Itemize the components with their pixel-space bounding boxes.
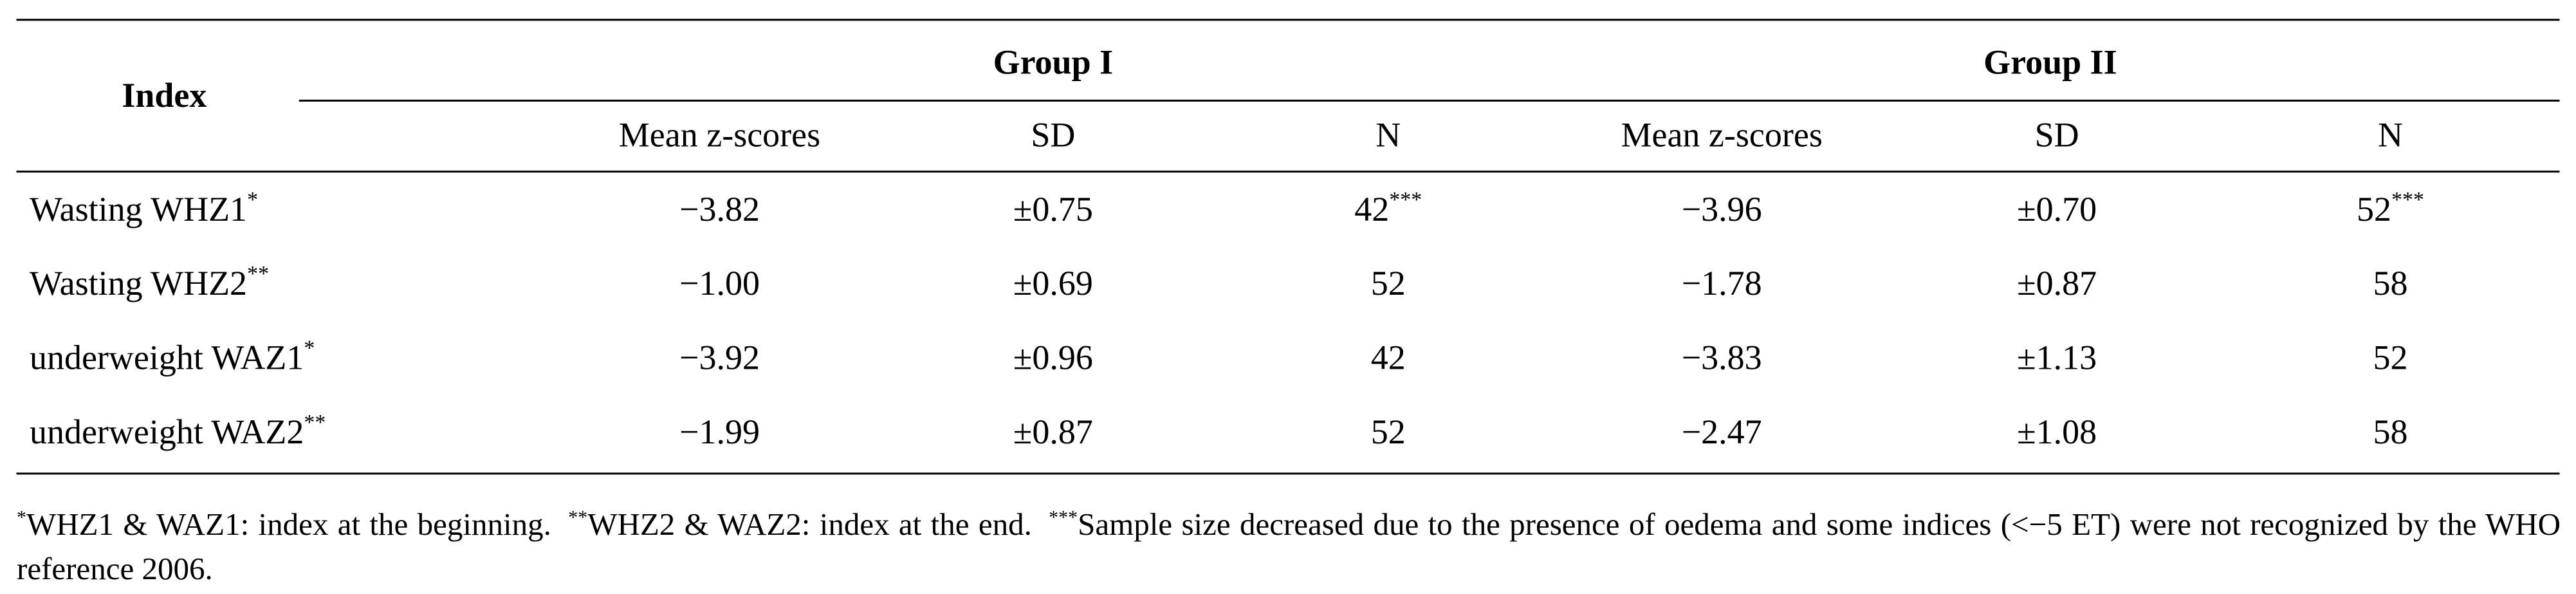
cell: ±0.87 (2017, 265, 2097, 303)
cell: 42 (1371, 339, 1406, 377)
cell-text: Group II (1983, 43, 2117, 82)
footnote-part: ***Sample size decreased due to the pres… (17, 506, 2561, 586)
cell: −3.83 (1682, 339, 1762, 377)
cell-text: ±0.69 (1013, 265, 1093, 303)
footnote-text: WHZ1 & WAZ1: index at the beginning. (26, 506, 551, 542)
cell-text: ±0.70 (2017, 190, 2097, 228)
superscript: *** (2391, 188, 2424, 212)
cell: 52 (1371, 265, 1406, 303)
row-label: Wasting WHZ1* (30, 188, 258, 229)
cell-text: 42 (1354, 190, 1389, 228)
cell-text: Wasting WHZ1 (30, 190, 247, 228)
cell: −3.92 (679, 339, 760, 377)
cell-text: Index (122, 76, 207, 115)
cell: −1.78 (1682, 265, 1762, 303)
footnote-part: **WHZ2 & WAZ2: index at the end. (568, 506, 1032, 542)
cell: ±1.08 (2017, 413, 2097, 451)
cell-text: −1.00 (679, 265, 760, 303)
cell-text: 52 (1371, 413, 1406, 451)
row-label: Wasting WHZ2** (30, 262, 269, 303)
header-index: Index (122, 76, 207, 115)
cell: ±0.75 (1013, 190, 1093, 228)
group-header: Group II (1983, 43, 2117, 82)
cell: ±1.13 (2017, 339, 2097, 377)
cell-text: ±0.96 (1013, 339, 1093, 377)
cell-text: 52 (2357, 190, 2391, 228)
superscript: ** (568, 506, 588, 528)
cell: 58 (2373, 265, 2407, 303)
cell-text: 58 (2373, 413, 2407, 451)
cell-text: underweight WAZ2 (30, 413, 304, 451)
cell-text: SD (2035, 116, 2079, 154)
cell-text: 52 (2373, 339, 2407, 377)
column-header: Mean z-scores (1621, 116, 1822, 154)
superscript: * (17, 506, 26, 528)
cell: −2.47 (1682, 413, 1762, 451)
cell-text: −3.82 (679, 190, 760, 228)
cell: ±0.70 (2017, 190, 2097, 228)
superscript: *** (1049, 506, 1078, 528)
cell-text: ±1.13 (2017, 339, 2097, 377)
cell-text: 42 (1371, 339, 1406, 377)
cell-text: ±1.08 (2017, 413, 2097, 451)
column-header: SD (2035, 116, 2079, 154)
footnote-text: Sample size decreased due to the presenc… (17, 506, 2561, 586)
cell: 52 (1371, 413, 1406, 451)
superscript: ** (247, 262, 269, 286)
cell-text: −3.92 (679, 339, 760, 377)
cell-text: underweight WAZ1 (30, 339, 304, 377)
cell: 52*** (2357, 188, 2424, 229)
cell-text: −1.99 (679, 413, 760, 451)
cell-text: ±0.87 (1013, 413, 1093, 451)
cell-text: Mean z-scores (619, 116, 820, 154)
cell: −3.96 (1682, 190, 1762, 228)
superscript: * (304, 336, 315, 360)
cell-text: Wasting WHZ2 (30, 265, 247, 303)
cell: −1.00 (679, 265, 760, 303)
column-header: N (2378, 116, 2403, 154)
cell-text: N (2378, 116, 2403, 154)
group-header: Group I (993, 43, 1114, 82)
cell-text: Mean z-scores (1621, 116, 1822, 154)
cell-text: ±0.87 (2017, 265, 2097, 303)
footnote: *WHZ1 & WAZ1: index at the beginning. **… (17, 502, 2561, 591)
cell-text: SD (1031, 116, 1075, 154)
cell: 42*** (1354, 188, 1422, 229)
cell-text: 52 (1371, 265, 1406, 303)
cell-text: −1.78 (1682, 265, 1762, 303)
cell: −3.82 (679, 190, 760, 228)
column-header: N (1375, 116, 1401, 154)
cell: 52 (2373, 339, 2407, 377)
cell-text: ±0.75 (1013, 190, 1093, 228)
cell-text: 58 (2373, 265, 2407, 303)
superscript: * (247, 188, 258, 212)
column-header: Mean z-scores (619, 116, 820, 154)
footnote-text: WHZ2 & WAZ2: index at the end. (587, 506, 1032, 542)
cell-text: −3.83 (1682, 339, 1762, 377)
cell-text: −3.96 (1682, 190, 1762, 228)
cell: 58 (2373, 413, 2407, 451)
footnote-part: *WHZ1 & WAZ1: index at the beginning. (17, 506, 551, 542)
cell-text: Group I (993, 43, 1114, 82)
cell-text: −2.47 (1682, 413, 1762, 451)
superscript: ** (304, 411, 326, 434)
cell: −1.99 (679, 413, 760, 451)
cell: ±0.96 (1013, 339, 1093, 377)
cell: ±0.87 (1013, 413, 1093, 451)
cell-text: N (1375, 116, 1401, 154)
row-label: underweight WAZ2** (30, 411, 326, 452)
column-header: SD (1031, 116, 1075, 154)
superscript: *** (1389, 188, 1422, 212)
cell: ±0.69 (1013, 265, 1093, 303)
row-label: underweight WAZ1* (30, 336, 315, 377)
